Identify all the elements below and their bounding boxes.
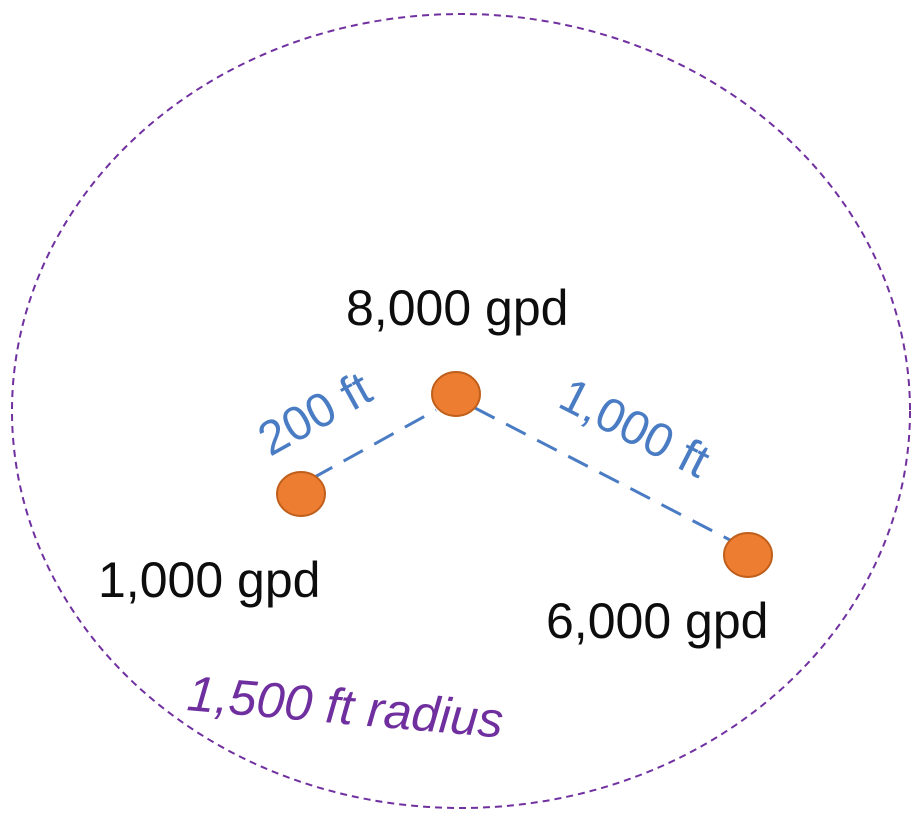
connection-line-200ft xyxy=(312,408,437,480)
well-1000-gpd xyxy=(276,471,326,517)
radius-circle xyxy=(11,13,911,809)
well-6000-gpd xyxy=(723,532,773,578)
flow-label-8000: 8,000 gpd xyxy=(346,280,568,336)
flow-label-1000: 1,000 gpd xyxy=(98,552,320,608)
flow-label-6000: 6,000 gpd xyxy=(546,593,768,649)
connection-line-1000ft xyxy=(474,406,731,542)
distance-label-1000ft: 1,000 ft xyxy=(551,369,718,489)
well-8000-gpd xyxy=(431,371,481,417)
radius-label: 1,500 ft radius xyxy=(185,665,506,748)
